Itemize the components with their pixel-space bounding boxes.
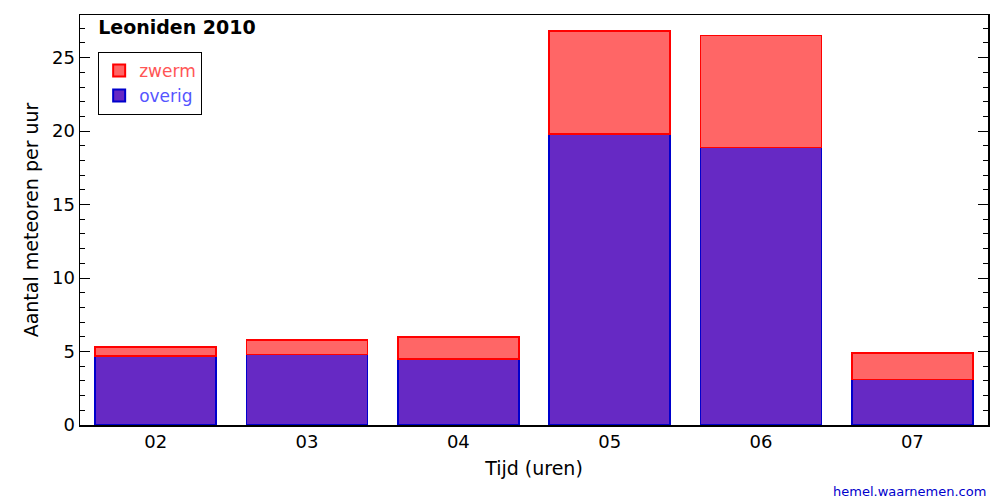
svg-text:0: 0 xyxy=(63,414,74,435)
svg-text:03: 03 xyxy=(296,431,319,452)
svg-text:25: 25 xyxy=(52,47,75,68)
svg-text:07: 07 xyxy=(901,431,924,452)
svg-text:5: 5 xyxy=(63,341,74,362)
svg-text:05: 05 xyxy=(598,431,621,452)
svg-text:06: 06 xyxy=(750,431,773,452)
svg-text:20: 20 xyxy=(52,120,75,141)
svg-text:15: 15 xyxy=(52,194,75,215)
svg-text:Leoniden 2010: Leoniden 2010 xyxy=(98,16,256,38)
svg-text:Tijd (uren): Tijd (uren) xyxy=(484,457,583,479)
svg-text:Aantal meteoren per uur: Aantal meteoren per uur xyxy=(20,102,42,337)
svg-text:hemel.waarnemen.com: hemel.waarnemen.com xyxy=(833,484,986,499)
svg-text:overig: overig xyxy=(139,86,192,106)
svg-text:02: 02 xyxy=(144,431,167,452)
svg-text:zwerm: zwerm xyxy=(139,61,196,81)
svg-text:04: 04 xyxy=(447,431,470,452)
svg-text:10: 10 xyxy=(52,267,75,288)
